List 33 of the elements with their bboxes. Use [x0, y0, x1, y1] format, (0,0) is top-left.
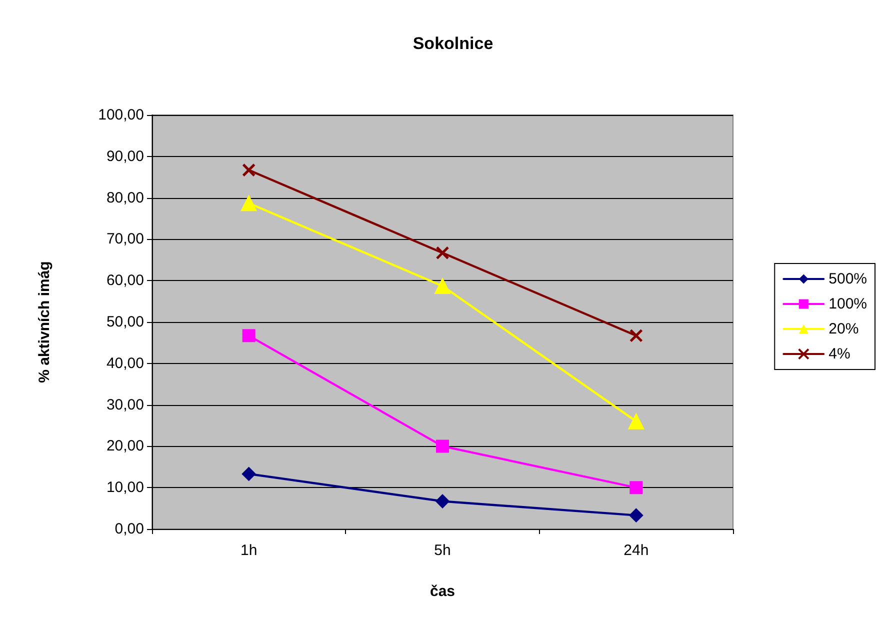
point: [628, 413, 644, 430]
y-axis-title: % aktivních imág: [36, 261, 53, 383]
x-tick-label: 5h: [434, 542, 451, 559]
point: [240, 195, 257, 212]
point: [242, 466, 256, 481]
legend-label: 500%: [828, 270, 868, 288]
y-tick-label: 10,00: [106, 479, 144, 496]
x-axis-title: čas: [430, 583, 456, 600]
y-tick-label: 40,00: [106, 354, 144, 372]
point: [630, 481, 643, 494]
point: [434, 278, 450, 294]
point: [436, 494, 450, 508]
y-tick-label: 30,00: [106, 396, 144, 414]
point: [436, 246, 450, 260]
x-tick-label: 24h: [624, 542, 649, 559]
y-tick-label: 60,00: [106, 272, 144, 290]
point: [629, 508, 644, 522]
legend-label: 4%: [828, 346, 850, 362]
x-tick-label: 1h: [240, 542, 258, 559]
y-tick-label: 100,00: [98, 106, 144, 124]
y-tick-label: 50,00: [106, 314, 144, 330]
chart-title: Sokolnice: [412, 34, 494, 53]
point: [629, 328, 643, 342]
point: [242, 329, 256, 342]
y-tick-label: 90,00: [106, 148, 144, 165]
legend-label: 100%: [828, 296, 868, 312]
point: [436, 440, 449, 453]
y-tick-label: 70,00: [106, 230, 144, 248]
y-tick-label: 0,00: [114, 520, 144, 538]
y-tick-label: 20,00: [106, 438, 144, 455]
point: [242, 163, 256, 177]
y-tick-label: 80,00: [106, 189, 144, 206]
legend-label: 20%: [828, 320, 859, 338]
